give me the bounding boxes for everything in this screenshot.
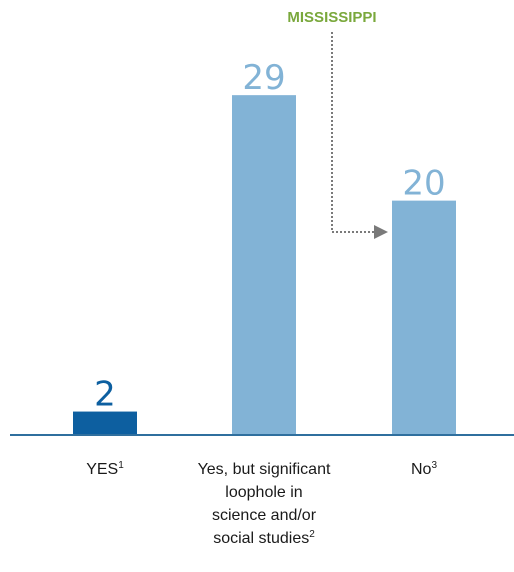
bars-group bbox=[73, 95, 456, 435]
x-tick-label-1: Yes, but significant loophole in science a… bbox=[198, 461, 331, 547]
callout-dotted-connector bbox=[331, 32, 376, 233]
bar-value-label-2: 20 bbox=[402, 164, 445, 204]
callout-arrowhead-icon bbox=[374, 225, 388, 239]
x-tick-label-0: YES1 bbox=[86, 460, 124, 478]
bar-value-label-1: 29 bbox=[242, 58, 285, 98]
bar-1 bbox=[232, 95, 296, 435]
bar-value-label-0: 2 bbox=[94, 375, 116, 415]
callout-label: MISSISSIPPI bbox=[287, 9, 376, 26]
mississippi-callout: MISSISSIPPI bbox=[287, 9, 388, 239]
bar-2 bbox=[392, 200, 456, 435]
bar-0 bbox=[73, 411, 137, 435]
x-tick-labels-group: YES1 Yes, but significant loophole in scien… bbox=[86, 460, 437, 547]
value-labels-group: 2 29 20 bbox=[94, 58, 445, 414]
x-tick-label-2: No3 bbox=[411, 460, 437, 478]
